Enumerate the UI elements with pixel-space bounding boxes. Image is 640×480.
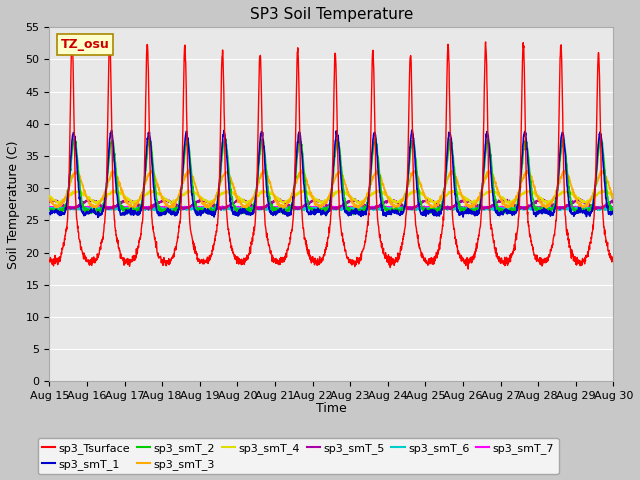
Y-axis label: Soil Temperature (C): Soil Temperature (C)	[7, 140, 20, 269]
Legend: sp3_Tsurface, sp3_smT_1, sp3_smT_2, sp3_smT_3, sp3_smT_4, sp3_smT_5, sp3_smT_6, : sp3_Tsurface, sp3_smT_1, sp3_smT_2, sp3_…	[38, 438, 559, 474]
Title: SP3 Soil Temperature: SP3 Soil Temperature	[250, 7, 413, 22]
Text: TZ_osu: TZ_osu	[61, 38, 109, 51]
X-axis label: Time: Time	[316, 402, 347, 416]
